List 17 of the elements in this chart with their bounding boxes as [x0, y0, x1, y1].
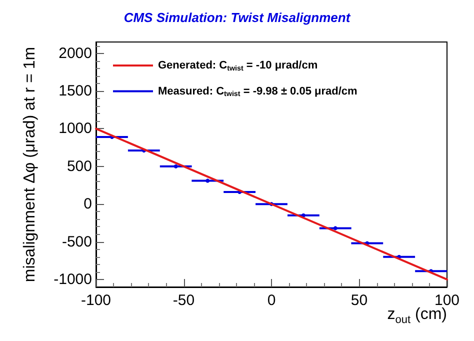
x-axis-title: z$_{out}$ (cm)	[387, 306, 447, 326]
y-axis-title: misalignment Δφ (μrad) at r = 1m	[22, 46, 38, 282]
chart-title: CMS Simulation: Twist Misalignment	[124, 10, 351, 25]
y-tick-label: 0	[84, 196, 92, 213]
point	[333, 226, 338, 230]
point	[206, 178, 210, 183]
y-tick-label: -1000	[54, 270, 92, 288]
y-tick-label: 500	[66, 158, 92, 175]
x-tick-label: 50	[350, 292, 368, 309]
x-tick-label: -100	[80, 292, 112, 309]
x-tick-label: -50	[172, 292, 195, 309]
y-tick-label: -500	[62, 233, 92, 250]
x-tick-label: 0	[267, 292, 276, 309]
y-tick-label: 1000	[58, 120, 92, 138]
y-tick-label: 1500	[58, 82, 92, 100]
y-tick-label: 2000	[58, 44, 92, 62]
point	[174, 164, 178, 168]
